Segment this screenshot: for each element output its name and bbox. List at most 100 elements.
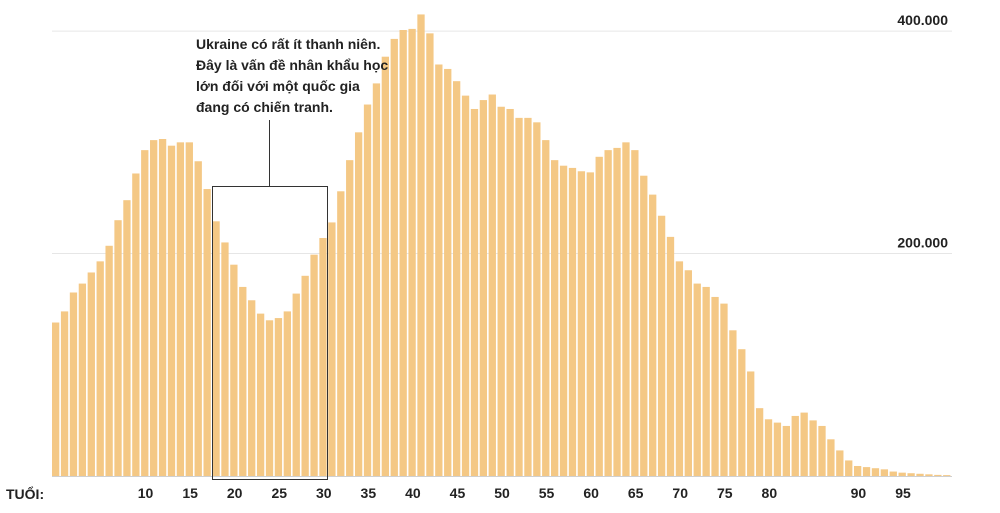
bar-age-82	[782, 425, 790, 476]
bar-age-4	[87, 272, 95, 476]
bar-age-43	[435, 64, 443, 477]
x-tick-label: 60	[583, 485, 599, 501]
bar-age-92	[871, 468, 880, 476]
bar-age-42	[426, 33, 434, 476]
bar-age-34	[354, 132, 363, 476]
annotation-leader-line	[269, 120, 270, 186]
bar-age-57	[559, 165, 568, 476]
bar-age-18	[212, 221, 220, 476]
bar-age-37	[381, 56, 390, 476]
bar-age-78	[747, 371, 755, 476]
bar-age-47	[470, 108, 479, 476]
bar-age-41	[417, 14, 425, 476]
bar-age-44	[444, 68, 452, 476]
bar-age-96	[907, 473, 915, 476]
bar-age-54	[533, 122, 541, 476]
bar-age-68	[657, 215, 666, 476]
x-tick-label: 35	[361, 485, 377, 501]
x-tick-label: 45	[450, 485, 466, 501]
annotation-line-3: lớn đối với một quốc gia	[196, 78, 360, 94]
bar-age-46	[461, 95, 470, 476]
bar-age-63	[613, 147, 621, 476]
bar-age-72	[693, 283, 701, 476]
x-tick-label: 95	[895, 485, 911, 501]
bar-age-95	[898, 472, 906, 476]
bar-age-20	[230, 264, 238, 476]
bar-age-62	[604, 150, 612, 476]
bar-age-22	[248, 300, 256, 476]
bar-age-25	[274, 318, 283, 476]
annotation-text: Ukraine có rất ít thanh niên. Đây là vấn…	[196, 34, 426, 118]
bar-age-97	[916, 473, 924, 476]
x-tick-label: 90	[851, 485, 867, 501]
bar-age-61	[595, 156, 603, 477]
bar-age-77	[738, 349, 746, 476]
bar-age-73	[702, 286, 710, 476]
x-tick-label: 70	[672, 485, 688, 501]
bar-age-58	[568, 167, 577, 477]
bar-age-14	[176, 142, 185, 476]
y-tick-label: 400.000	[897, 12, 948, 28]
x-tick-label: 20	[227, 485, 243, 501]
bar-age-32	[337, 191, 345, 476]
x-axis-label: TUỔI:	[6, 486, 45, 502]
bar-age-45	[452, 81, 461, 477]
bar-age-17	[203, 189, 211, 477]
bar-age-8	[123, 200, 131, 476]
bar-age-26	[283, 311, 291, 476]
bar-age-99	[934, 474, 942, 476]
bar-age-75	[720, 303, 728, 476]
bar-age-1	[60, 311, 69, 476]
x-tick-label: 65	[628, 485, 644, 501]
annotation-line-1: Ukraine có rất ít thanh niên.	[196, 36, 381, 52]
bar-age-53	[524, 117, 532, 477]
bar-age-29	[310, 254, 318, 476]
bar-age-69	[666, 236, 675, 476]
bar-age-86	[818, 425, 826, 476]
bar-age-23	[256, 313, 265, 476]
bar-age-7	[114, 220, 122, 476]
bar-age-64	[622, 142, 630, 476]
bar-age-74	[711, 296, 719, 476]
bar-age-48	[479, 100, 488, 476]
bar-age-31	[328, 222, 336, 476]
x-tick-label: 30	[316, 485, 332, 501]
bar-age-98	[925, 474, 933, 476]
bar-age-36	[372, 83, 381, 477]
bar-age-5	[96, 261, 104, 476]
bar-age-40	[408, 28, 416, 477]
bar-age-9	[132, 173, 140, 477]
x-tick-label: 55	[539, 485, 555, 501]
bar-age-70	[675, 261, 684, 476]
bar-age-49	[488, 94, 496, 477]
bar-age-59	[577, 171, 586, 476]
bar-age-38	[390, 38, 398, 476]
bar-age-55	[542, 140, 550, 476]
bar-age-80	[764, 419, 773, 476]
bar-age-56	[551, 160, 559, 476]
x-tick-label: 75	[717, 485, 733, 501]
annotation-line-2: Đây là vấn đề nhân khẩu học	[196, 57, 389, 73]
bar-age-52	[515, 117, 523, 477]
bar-age-87	[827, 439, 835, 476]
bar-age-33	[346, 160, 354, 476]
bar-age-0	[52, 322, 60, 476]
bar-age-94	[889, 471, 897, 476]
bar-age-50	[497, 106, 505, 476]
bar-age-6	[105, 245, 113, 476]
bar-age-81	[773, 422, 782, 476]
bar-age-51	[506, 108, 514, 476]
x-tick-layer: 10 15 20 25 30 35 40 45 50 55 60 65 70 75 80 90 95	[138, 485, 911, 501]
bar-age-71	[684, 270, 692, 476]
bar-age-76	[729, 330, 737, 476]
bar-age-3	[78, 283, 87, 476]
bar-age-12	[158, 139, 167, 476]
bar-age-39	[399, 30, 407, 476]
bar-age-30	[319, 237, 327, 476]
bar-age-60	[586, 172, 594, 476]
x-tick-label: 80	[762, 485, 778, 501]
bar-age-91	[862, 467, 871, 476]
bar-age-27	[292, 293, 300, 476]
bar-age-93	[880, 469, 889, 476]
